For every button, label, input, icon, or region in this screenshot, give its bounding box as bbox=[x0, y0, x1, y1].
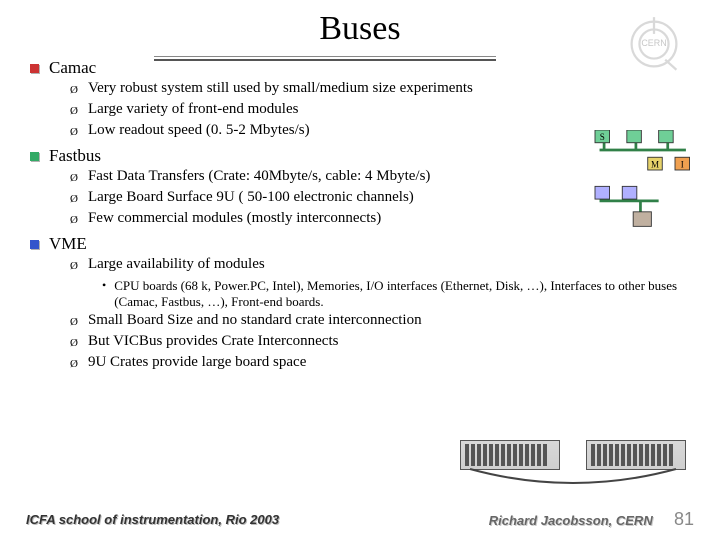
sub-bullet-item: • CPU boards (68 k, Power.PC, Intel), Mem… bbox=[102, 278, 696, 310]
bullet-text: 9U Crates provide large board space bbox=[88, 354, 306, 371]
crate-left bbox=[460, 440, 560, 470]
bullet-item: Ø 9U Crates provide large board space bbox=[70, 354, 696, 374]
svg-text:S: S bbox=[600, 132, 605, 142]
arrow-icon: Ø bbox=[70, 210, 78, 230]
page-number: 81 bbox=[674, 509, 694, 529]
bullet-item: Ø Large variety of front-end modules bbox=[70, 101, 696, 121]
bullet-text: Fast Data Transfers (Crate: 40Mbyte/s, c… bbox=[88, 168, 430, 185]
arrow-icon: Ø bbox=[70, 333, 78, 353]
bullet-text: Large variety of front-end modules bbox=[88, 101, 298, 118]
section-heading-text: VME bbox=[49, 234, 87, 254]
page-title: Buses bbox=[319, 10, 400, 48]
bullet-item: Ø But VICBus provides Crate Interconnects bbox=[70, 333, 696, 353]
footer: ICFA school of instrumentation, Rio 2003… bbox=[0, 509, 720, 530]
bullet-text: Low readout speed (0. 5-2 Mbytes/s) bbox=[88, 122, 310, 139]
section-heading: Camac bbox=[30, 58, 696, 78]
bullet-text: But VICBus provides Crate Interconnects bbox=[88, 333, 339, 350]
crate-cable bbox=[460, 467, 686, 485]
footer-right: Richard Jacobsson, CERN bbox=[489, 513, 653, 528]
footer-left: ICFA school of instrumentation, Rio 2003 bbox=[26, 512, 279, 527]
arrow-icon: Ø bbox=[70, 354, 78, 374]
bullet-icon bbox=[30, 240, 39, 249]
bullet-text: Very robust system still used by small/m… bbox=[88, 80, 473, 97]
sub-bullet-text: CPU boards (68 k, Power.PC, Intel), Memo… bbox=[114, 278, 696, 310]
bullet-icon bbox=[30, 152, 39, 161]
bus-diagram: S M I bbox=[590, 130, 700, 230]
crate-right bbox=[586, 440, 686, 470]
bullet-text: Small Board Size and no standard crate i… bbox=[88, 312, 422, 329]
section-heading-text: Camac bbox=[49, 58, 96, 78]
arrow-icon: Ø bbox=[70, 80, 78, 100]
section-heading-text: Fastbus bbox=[49, 146, 101, 166]
bullet-text: Large availability of modules bbox=[88, 256, 265, 273]
bullet-item: Ø Very robust system still used by small/… bbox=[70, 80, 696, 100]
arrow-icon: Ø bbox=[70, 312, 78, 332]
svg-text:CERN: CERN bbox=[641, 38, 666, 48]
section-heading: VME bbox=[30, 234, 696, 254]
svg-text:I: I bbox=[681, 159, 684, 169]
title-underline bbox=[154, 56, 496, 61]
bullet-item: Ø Small Board Size and no standard crate … bbox=[70, 312, 696, 332]
arrow-icon: Ø bbox=[70, 168, 78, 188]
svg-text:M: M bbox=[651, 159, 659, 169]
dot-icon: • bbox=[102, 278, 106, 293]
bullet-text: Large Board Surface 9U ( 50-100 electron… bbox=[88, 189, 414, 206]
arrow-icon: Ø bbox=[70, 122, 78, 142]
arrow-icon: Ø bbox=[70, 256, 78, 276]
slide: Buses CERN CamacØVery robust system stil… bbox=[0, 0, 720, 540]
title-row: Buses CERN bbox=[24, 10, 696, 48]
bullet-item: Ø Large availability of modules bbox=[70, 256, 696, 276]
arrow-icon: Ø bbox=[70, 101, 78, 121]
bullet-icon bbox=[30, 64, 39, 73]
cern-logo: CERN bbox=[626, 16, 682, 72]
arrow-icon: Ø bbox=[70, 189, 78, 209]
bullet-text: Few commercial modules (mostly interconn… bbox=[88, 210, 381, 227]
